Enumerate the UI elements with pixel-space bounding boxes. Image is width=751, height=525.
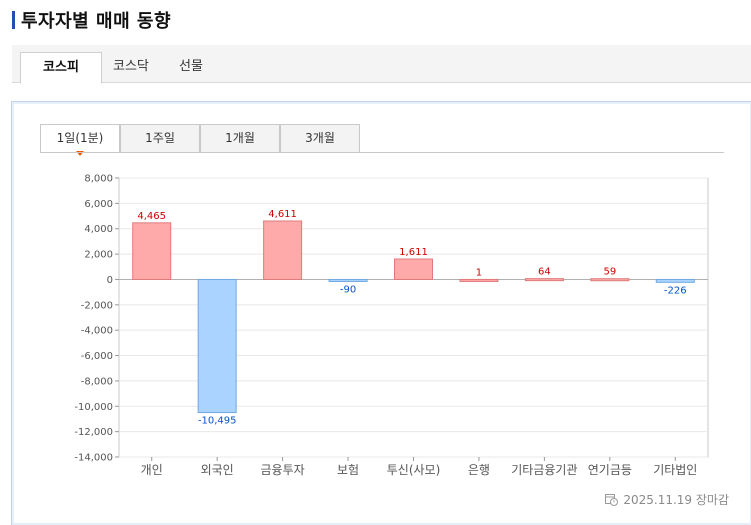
y-tick-label: 0 xyxy=(107,275,113,286)
data-label: 4,465 xyxy=(137,211,166,222)
x-tick-label: 은행 xyxy=(468,462,490,477)
x-tick-label: 외국인 xyxy=(201,463,234,477)
data-label: 1,611 xyxy=(399,247,428,258)
calendar-clock-icon xyxy=(605,494,619,506)
market-tab-bar: 코스피 코스닥 선물 xyxy=(12,45,751,84)
tab-3month[interactable]: 3개월 xyxy=(280,124,360,153)
data-label: 59 xyxy=(603,267,616,278)
x-tick-label: 연기금등 xyxy=(588,463,632,477)
bar xyxy=(655,278,695,283)
selected-caret-icon xyxy=(76,151,84,156)
x-tick-label: 기타법인 xyxy=(653,463,697,477)
y-tick-label: 4,000 xyxy=(84,224,113,235)
chart-footer: 2025.11.19 장마감 xyxy=(605,491,729,508)
y-tick-label: -2,000 xyxy=(81,300,113,311)
x-tick-label: 금융투자 xyxy=(261,463,305,477)
y-tick-label: -8,000 xyxy=(81,376,113,387)
x-tick-label: 보험 xyxy=(337,463,359,477)
tab-kospi[interactable]: 코스피 xyxy=(20,52,102,84)
x-tick-label: 개인 xyxy=(141,463,163,477)
x-tick-label: 투신(사모) xyxy=(387,463,441,477)
bar xyxy=(132,222,172,280)
data-label: -90 xyxy=(340,284,356,295)
tab-1week[interactable]: 1주일 xyxy=(120,124,200,153)
data-label: 64 xyxy=(538,267,551,278)
tab-kosdaq[interactable]: 코스닥 xyxy=(113,59,149,74)
y-tick-label: 2,000 xyxy=(84,250,113,261)
bar xyxy=(394,258,433,280)
data-label: 1 xyxy=(476,267,482,278)
market-close-timestamp: 2025.11.19 장마감 xyxy=(623,493,729,507)
bar xyxy=(590,278,630,282)
y-tick-label: 8,000 xyxy=(84,174,113,185)
data-label: -226 xyxy=(664,285,687,296)
bar xyxy=(524,278,564,282)
tab-1month[interactable]: 1개월 xyxy=(200,124,280,153)
data-label: -10,495 xyxy=(198,416,237,427)
y-tick-label: -14,000 xyxy=(74,453,113,464)
data-label: 4,611 xyxy=(268,209,297,220)
y-tick-label: -6,000 xyxy=(81,351,113,362)
tab-1day[interactable]: 1일(1분) xyxy=(40,124,120,156)
bar xyxy=(328,278,368,282)
bar xyxy=(459,278,499,282)
bar xyxy=(197,278,237,414)
y-tick-label: -4,000 xyxy=(81,326,113,337)
bar xyxy=(263,220,303,280)
y-tick-label: -12,000 xyxy=(74,427,113,438)
y-tick-label: 6,000 xyxy=(84,199,113,210)
page-title: 투자자별 매매 동향 xyxy=(21,11,172,32)
tab-1day-label: 1일(1분) xyxy=(56,131,104,145)
tab-futures[interactable]: 선물 xyxy=(179,59,203,74)
period-tab-underline xyxy=(40,152,724,153)
y-tick-label: -10,000 xyxy=(74,402,113,413)
page-header: 투자자별 매매 동향 xyxy=(12,9,172,32)
x-tick-label: 기타금융기관 xyxy=(511,463,577,477)
title-accent-bar xyxy=(12,11,15,29)
